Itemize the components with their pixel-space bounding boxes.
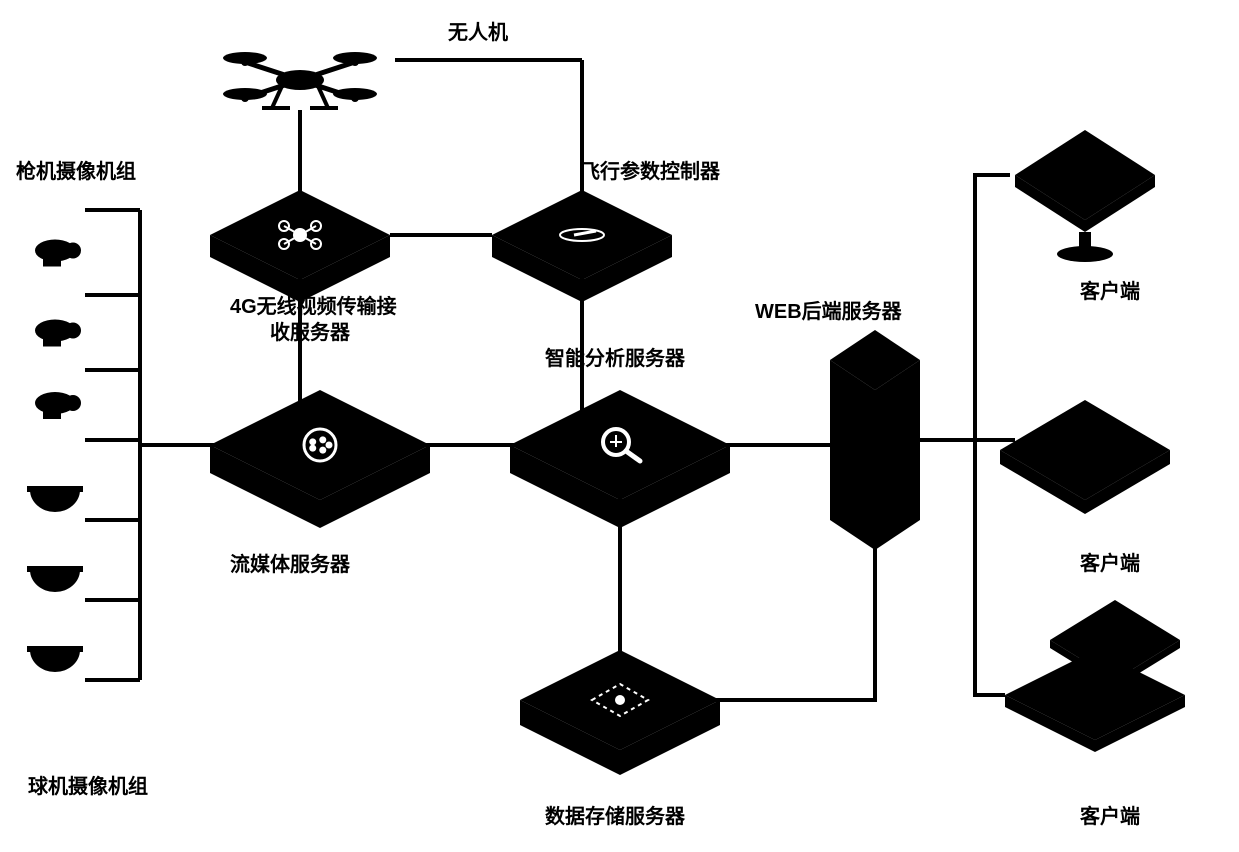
label-client3: 客户端 <box>1080 800 1140 829</box>
label-wireless-l2: 收服务器 <box>270 316 350 345</box>
label-dome-camera-group: 球机摄像机组 <box>28 770 148 799</box>
diagram-svg <box>0 0 1239 852</box>
label-client2: 客户端 <box>1080 547 1140 576</box>
label-flight-controller: 飞行参数控制器 <box>580 155 720 184</box>
label-web-backend: WEB后端服务器 <box>755 295 902 324</box>
label-storage-server: 数据存储服务器 <box>545 800 685 829</box>
label-analysis-server: 智能分析服务器 <box>545 342 685 371</box>
label-drone: 无人机 <box>448 16 508 45</box>
label-bullet-camera-group: 枪机摄像机组 <box>16 155 136 184</box>
label-wireless-l1: 4G无线视频传输接 <box>230 290 397 319</box>
label-streaming-server: 流媒体服务器 <box>230 548 350 577</box>
diagram-canvas: 无人机 枪机摄像机组 飞行参数控制器 4G无线视频传输接 收服务器 WEB后端服… <box>0 0 1239 852</box>
label-client1: 客户端 <box>1080 275 1140 304</box>
